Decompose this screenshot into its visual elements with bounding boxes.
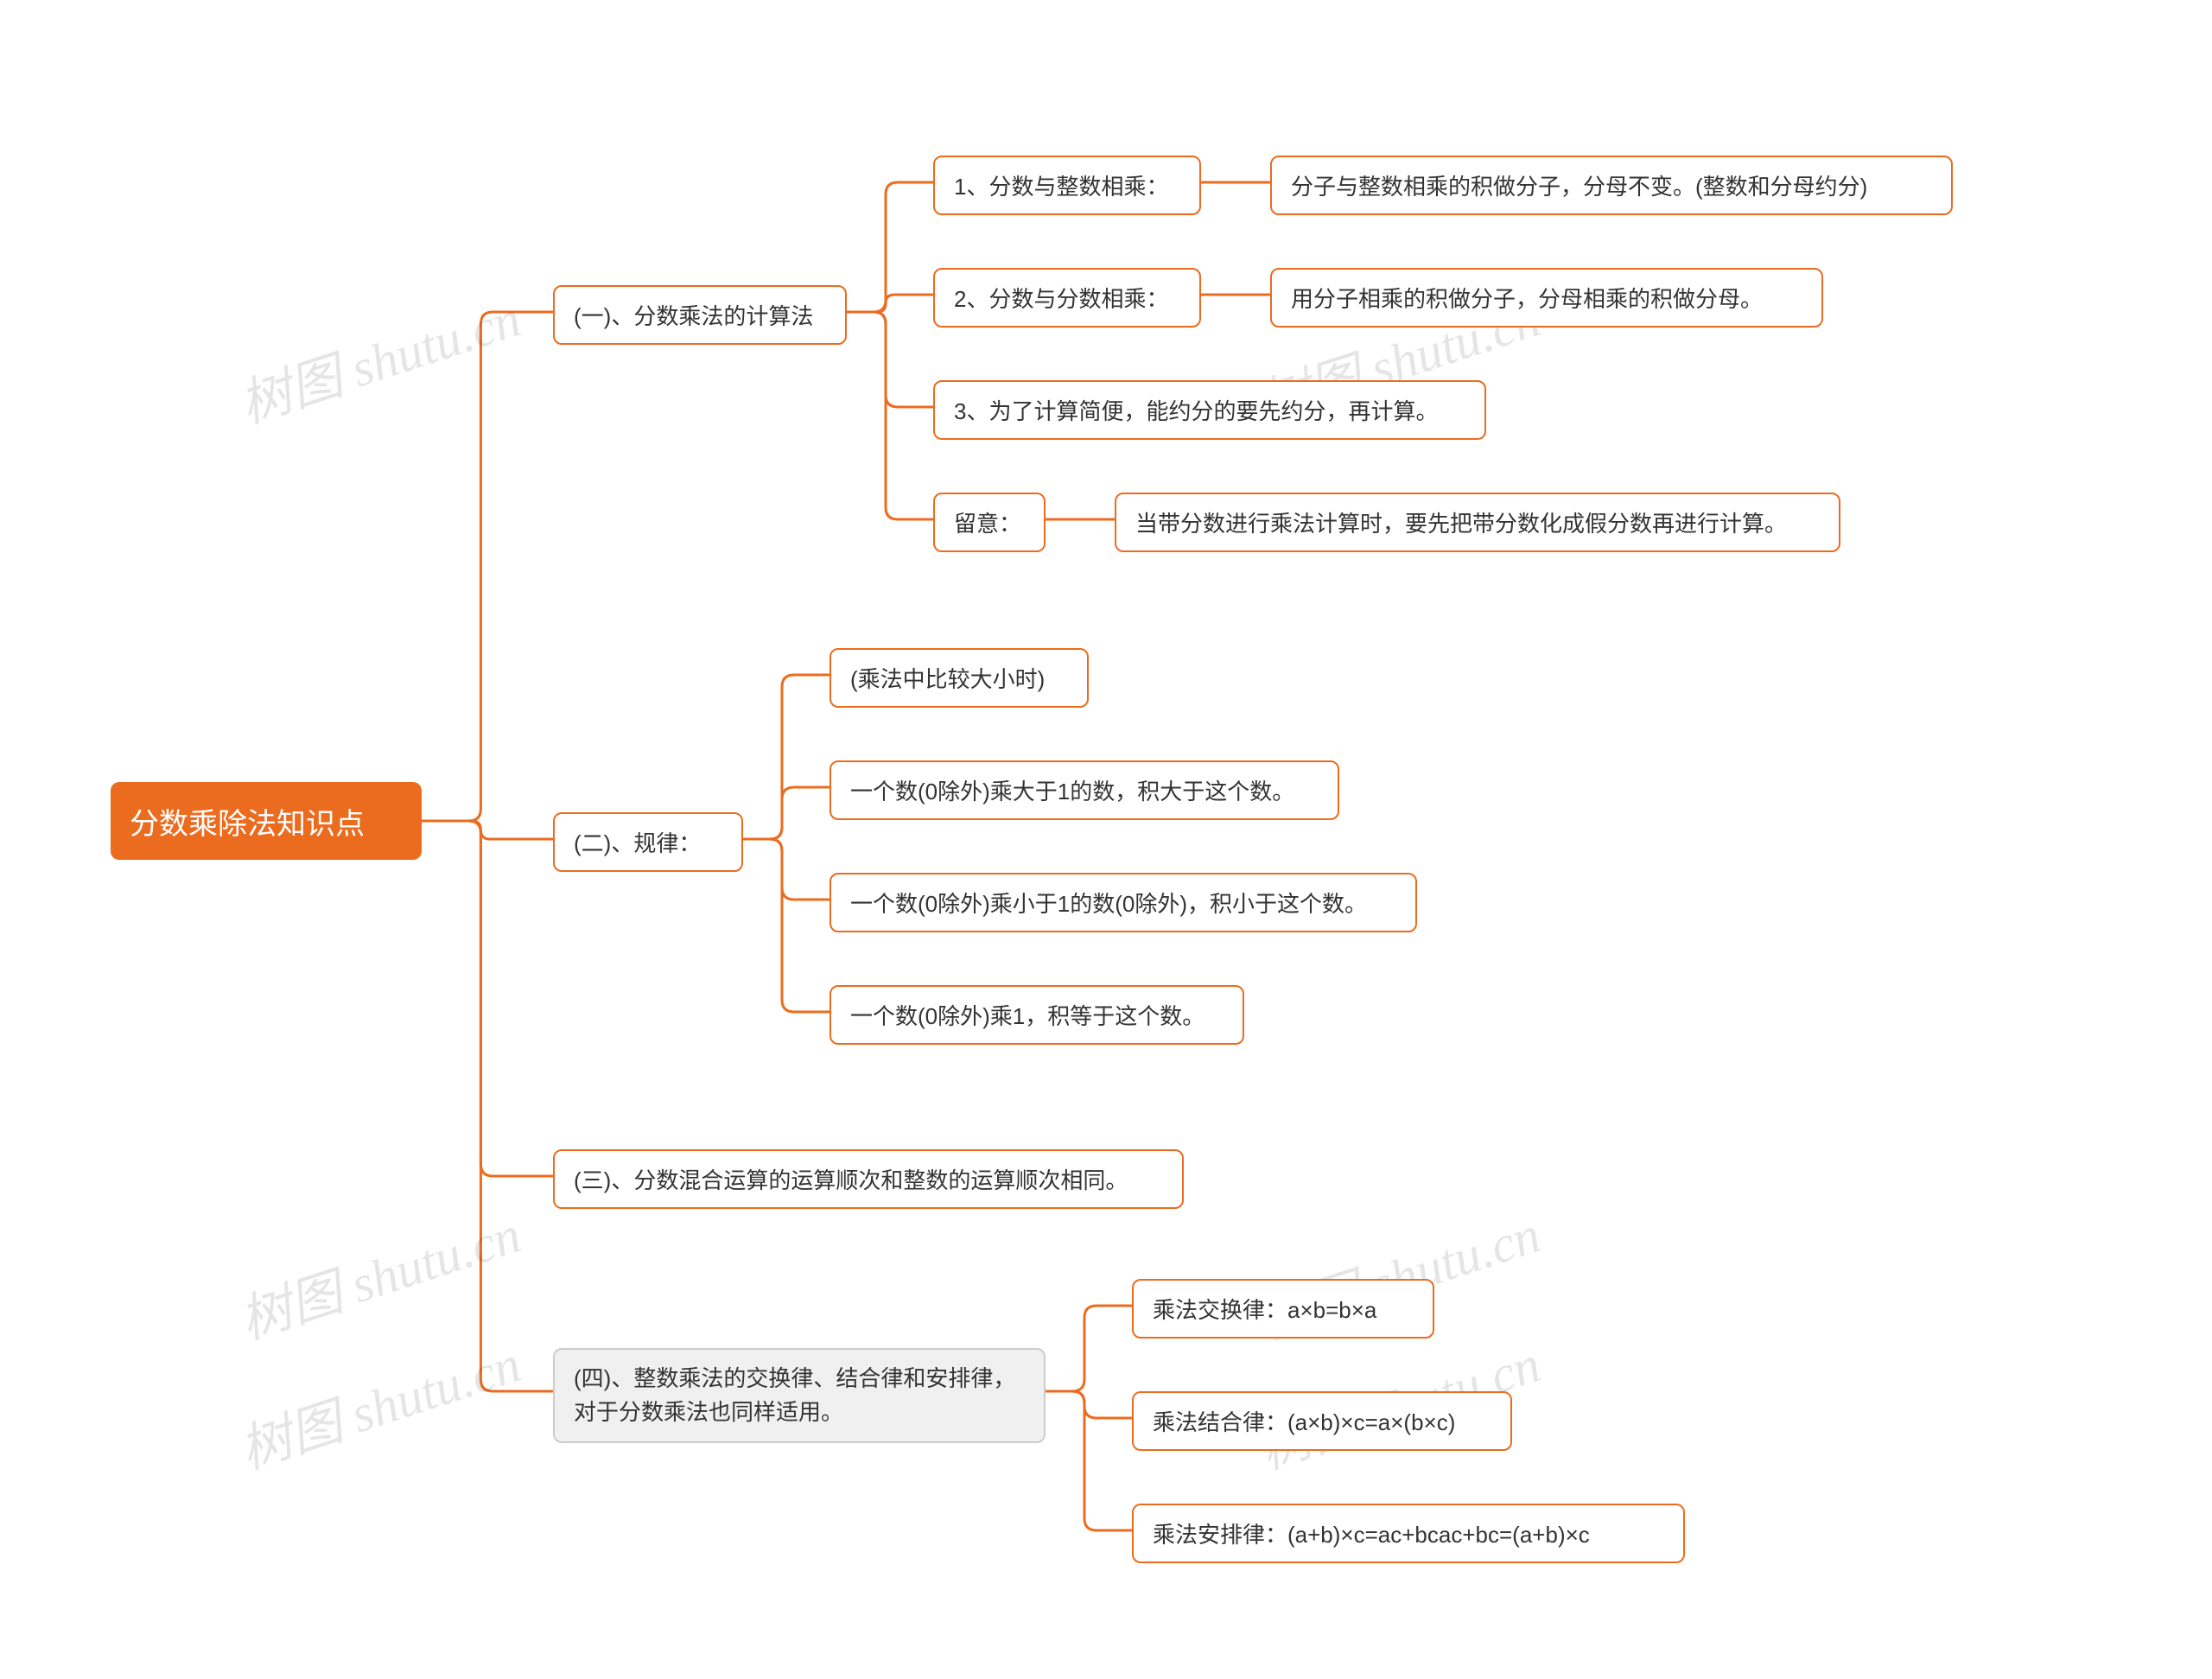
connector [847, 295, 933, 312]
mindmap-node[interactable]: 分子与整数相乘的积做分子，分母不变。(整数和分母约分) [1270, 156, 1953, 215]
connector [847, 312, 933, 407]
mindmap-node[interactable]: 2、分数与分数相乘： [933, 268, 1201, 328]
watermark: 树图 shutu.cn [229, 1192, 529, 1354]
mindmap-node[interactable]: 当带分数进行乘法计算时，要先把带分数化成假分数再进行计算。 [1115, 493, 1840, 552]
connector [422, 821, 553, 1391]
connector [743, 839, 830, 900]
mindmap-node[interactable]: (四)、整数乘法的交换律、结合律和安排律，对于分数乘法也同样适用。 [553, 1348, 1046, 1443]
watermark: 树图 shutu.cn [229, 1322, 529, 1484]
mindmap-node[interactable]: 乘法结合律：(a×b)×c=a×(b×c) [1132, 1391, 1512, 1451]
mindmap-node[interactable]: 留意： [933, 493, 1046, 552]
mindmap-node[interactable]: 一个数(0除外)乘大于1的数，积大于这个数。 [830, 760, 1339, 820]
connector [847, 312, 933, 519]
mindmap-node[interactable]: 分数乘除法知识点 [111, 782, 422, 860]
mindmap-node[interactable]: (一)、分数乘法的计算法 [553, 285, 847, 345]
watermark: 树图 shutu.cn [229, 277, 529, 438]
mindmap-node[interactable]: 1、分数与整数相乘： [933, 156, 1201, 215]
connector [422, 821, 553, 1176]
mindmap-node[interactable]: 用分子相乘的积做分子，分母相乘的积做分母。 [1270, 268, 1823, 328]
mindmap-node[interactable]: (三)、分数混合运算的运算顺次和整数的运算顺次相同。 [553, 1149, 1184, 1209]
connector [743, 839, 830, 1012]
connector [1046, 1391, 1132, 1418]
connector [847, 182, 933, 312]
mindmap-node[interactable]: 3、为了计算简便，能约分的要先约分，再计算。 [933, 380, 1486, 440]
mindmap-node[interactable]: 乘法交换律：a×b=b×a [1132, 1279, 1434, 1339]
connector [422, 312, 553, 821]
connector [743, 787, 830, 839]
mindmap-node[interactable]: 一个数(0除外)乘1，积等于这个数。 [830, 985, 1244, 1045]
mindmap-node[interactable]: 一个数(0除外)乘小于1的数(0除外)，积小于这个数。 [830, 873, 1417, 932]
connector [1046, 1306, 1132, 1391]
mindmap-node[interactable]: (乘法中比较大小时) [830, 648, 1089, 708]
connector [1046, 1391, 1132, 1530]
connector [743, 675, 830, 839]
connector [422, 821, 553, 839]
mindmap-node[interactable]: (二)、规律： [553, 812, 743, 872]
mindmap-node[interactable]: 乘法安排律：(a+b)×c=ac+bcac+bc=(a+b)×c [1132, 1504, 1685, 1563]
